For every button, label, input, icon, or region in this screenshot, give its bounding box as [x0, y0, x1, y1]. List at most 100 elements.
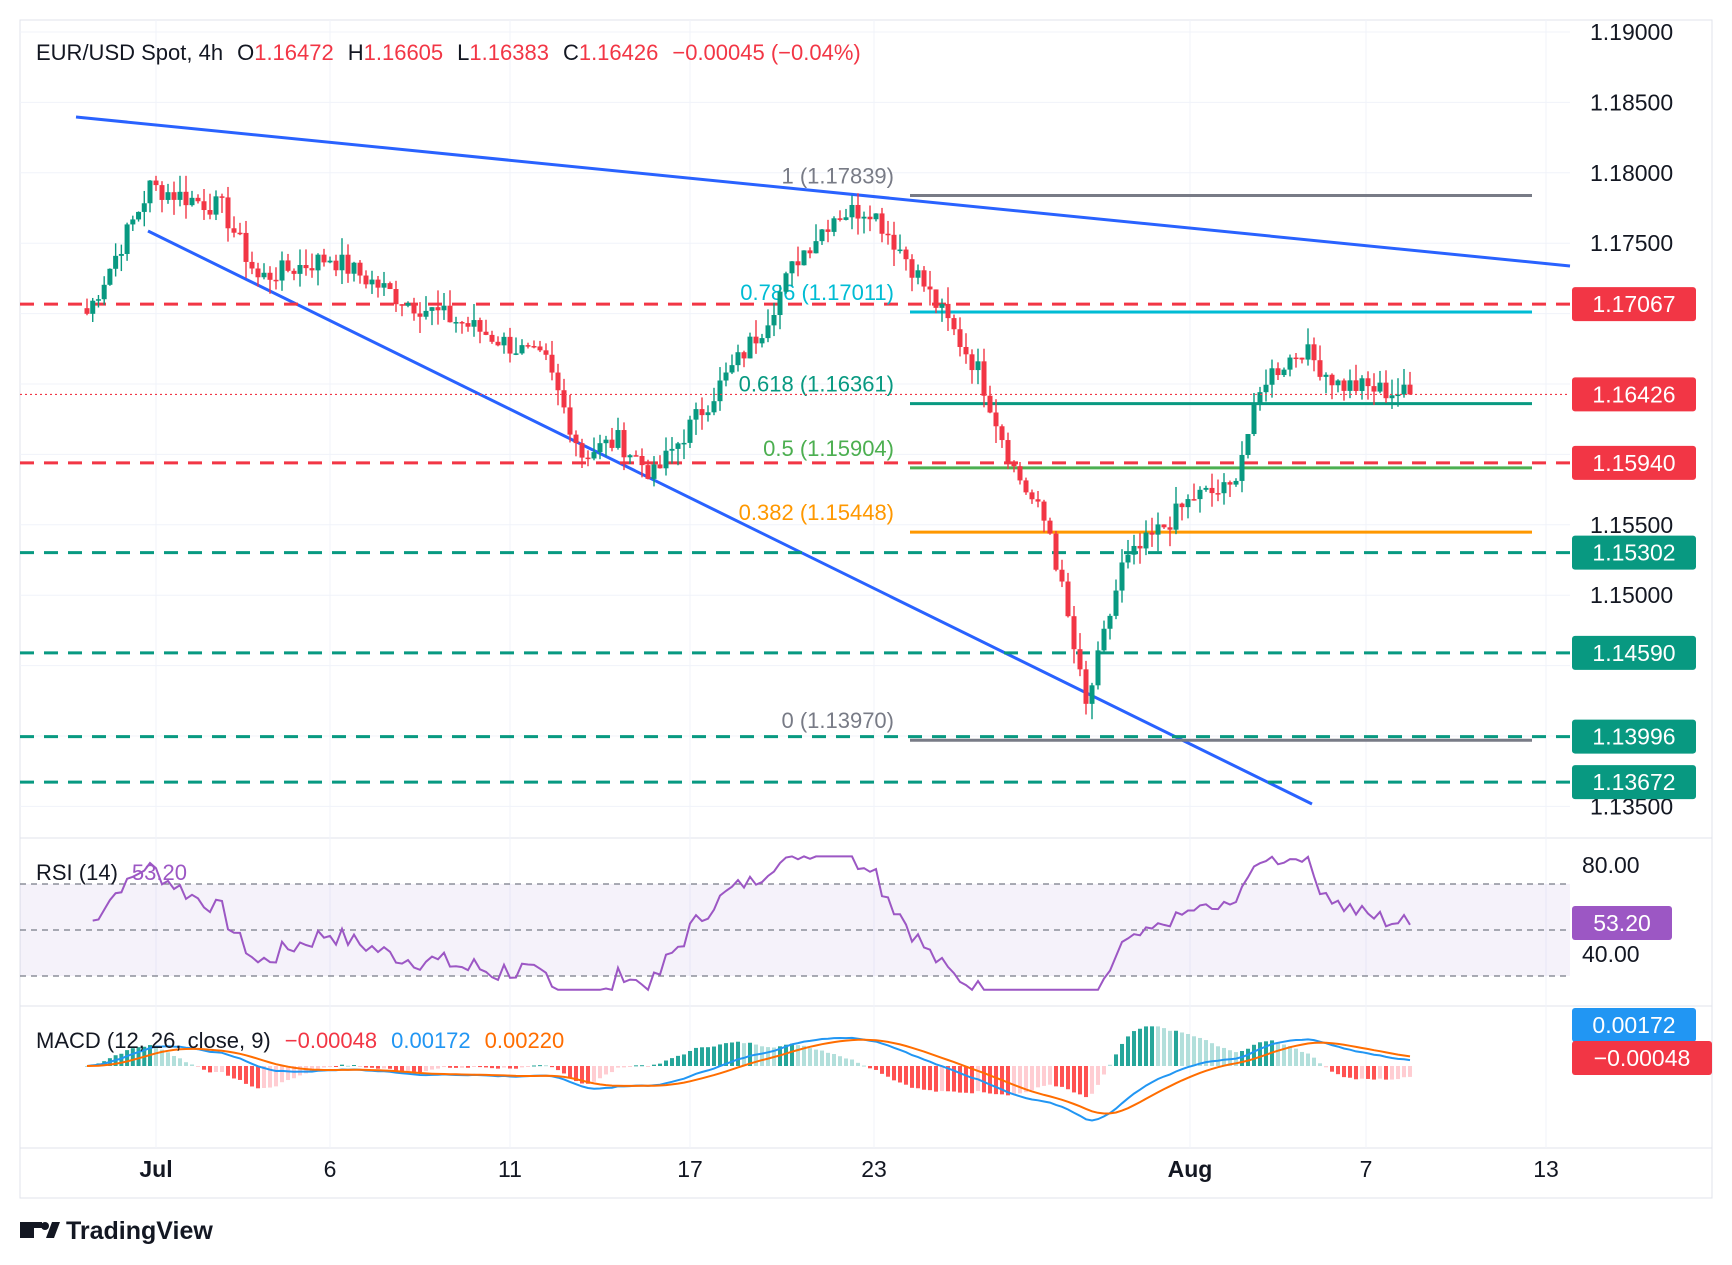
grid [20, 20, 1570, 1148]
candle-body [939, 303, 945, 308]
macd-histogram-bar [418, 1066, 422, 1073]
candle-body [933, 289, 939, 308]
rsi-legend-value: 53.20 [132, 860, 187, 885]
macd-histogram-bar [694, 1047, 698, 1066]
macd-histogram-bar [1216, 1046, 1220, 1066]
macd-histogram-bar [1402, 1066, 1406, 1078]
macd-histogram-bar [1066, 1066, 1070, 1090]
upper-trendline[interactable] [75, 115, 1571, 268]
macd-histogram-bar [202, 1066, 206, 1070]
candle-body [1071, 616, 1077, 650]
candle-body [945, 303, 951, 319]
candle-body [1347, 380, 1353, 391]
candle-body [393, 289, 399, 305]
macd-histogram-bar [472, 1066, 476, 1067]
macd-histogram-bar [796, 1045, 800, 1066]
macd-legend-macd: 0.00172 [391, 1028, 471, 1053]
candle-body [285, 260, 291, 271]
macd-histogram-bar [1096, 1066, 1100, 1085]
macd-histogram-bar [1378, 1066, 1382, 1079]
candle-body [423, 310, 429, 317]
macd-histogram-bar [1018, 1066, 1022, 1094]
candle-body [717, 380, 723, 402]
candle-body [1209, 487, 1215, 494]
logo-top-icon [20, 1222, 42, 1228]
rsi-value-badge [1572, 906, 1672, 940]
macd-histogram-bar [119, 1053, 124, 1066]
candle-body [1377, 382, 1383, 392]
candle-body [741, 352, 747, 359]
macd-histogram-bar [1258, 1042, 1262, 1066]
macd-histogram-bar [1240, 1050, 1244, 1066]
macd-histogram-bar [1408, 1066, 1412, 1077]
candle-body [609, 439, 615, 448]
price-badge-label-0: 1.17067 [1592, 291, 1675, 317]
macd-histogram-bar [388, 1066, 392, 1069]
candle-body [1035, 499, 1041, 502]
macd-histogram-bar [1372, 1066, 1376, 1080]
macd-histogram-bar [784, 1044, 788, 1066]
candle-body [981, 361, 987, 396]
fib-label-4: 0.382 (1.15448) [739, 500, 894, 525]
time-label-0: Jul [139, 1156, 172, 1182]
candle-body [417, 313, 423, 317]
macd-histogram-bar [658, 1063, 662, 1066]
signal-line[interactable] [86, 1038, 1411, 1115]
macd-histogram-bar [400, 1066, 404, 1072]
candle-body [963, 346, 969, 355]
candle-body [153, 180, 159, 186]
candle-body [1059, 569, 1065, 582]
candle-body [1023, 480, 1029, 493]
macd-histogram-bar [214, 1066, 218, 1073]
fibonacci-retracement[interactable]: 1 (1.17839) 0.786 (1.17011) 0.618 (1.16361… [739, 163, 1532, 742]
time-axis[interactable]: Jul 6 11 17 23 Aug 7 13 [139, 1156, 1558, 1182]
candle-body [975, 361, 981, 371]
candle-body [879, 213, 885, 234]
macd-histogram-bar [1168, 1030, 1172, 1066]
candles [84, 175, 1413, 720]
macd-histogram-bar [988, 1066, 992, 1094]
price-tick-2: 1.18000 [1590, 160, 1673, 186]
candle-body [747, 336, 753, 359]
candle-body [1029, 492, 1035, 500]
fib-label-5: 0 (1.13970) [781, 708, 894, 733]
fib-label-0: 1 (1.17839) [781, 163, 894, 188]
rsi-line[interactable] [92, 855, 1411, 992]
candle-body [1329, 374, 1335, 386]
fib-label-1: 0.786 (1.17011) [740, 280, 894, 305]
macd-histogram-bar [856, 1062, 860, 1066]
candle-body [1389, 395, 1395, 399]
candle-body [333, 260, 339, 271]
macd-histogram-bar [652, 1064, 656, 1066]
macd-histogram-bar [1150, 1026, 1154, 1066]
candle-body [843, 217, 849, 220]
macd-histogram-bar [1366, 1066, 1370, 1079]
macd-histogram-bar [1384, 1066, 1388, 1080]
candle-body [801, 250, 807, 266]
macd-histogram-bar [1246, 1048, 1250, 1066]
candle-body [531, 346, 537, 348]
macd-histogram-bar [514, 1066, 518, 1069]
candle-body [705, 412, 711, 416]
time-label-7: 13 [1533, 1156, 1559, 1182]
macd-histogram-bar [826, 1052, 830, 1066]
candle-body [1005, 440, 1011, 463]
candle-body [1017, 466, 1023, 481]
macd-line[interactable] [86, 1036, 1411, 1122]
candle-body [1251, 403, 1257, 435]
candle-body [101, 284, 107, 300]
macd-histogram-bar [526, 1066, 530, 1067]
tradingview-logo[interactable]: TradingView [20, 1217, 213, 1245]
candle-body [159, 185, 165, 200]
macd-histogram-bar [1144, 1026, 1148, 1066]
candle-body [1095, 650, 1101, 686]
macd-histogram-bar [1342, 1066, 1346, 1078]
price-tick-0: 1.19000 [1590, 19, 1673, 45]
candle-body [107, 268, 113, 285]
candle-body [909, 259, 915, 278]
macd-histogram-bar [1390, 1066, 1394, 1080]
macd-histogram-bar [154, 1045, 158, 1066]
lower-trendline[interactable] [147, 229, 1313, 806]
macd-histogram-bar [550, 1066, 554, 1068]
